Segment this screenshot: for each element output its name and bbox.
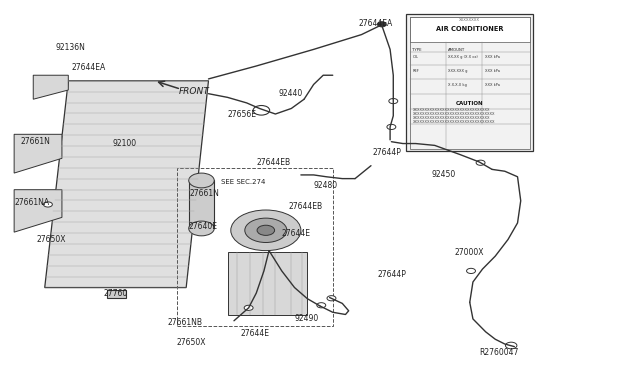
Text: 92490: 92490 bbox=[294, 314, 319, 323]
Text: 27644EB: 27644EB bbox=[288, 202, 323, 211]
Text: 27644E: 27644E bbox=[241, 329, 269, 338]
Text: 27644EA: 27644EA bbox=[72, 63, 106, 72]
Circle shape bbox=[189, 221, 214, 236]
Polygon shape bbox=[14, 134, 62, 173]
Text: 27650X: 27650X bbox=[177, 339, 206, 347]
Text: OIL: OIL bbox=[412, 55, 419, 59]
Polygon shape bbox=[14, 190, 62, 232]
Text: 92450: 92450 bbox=[431, 170, 456, 179]
Bar bbox=[177, 167, 333, 326]
Text: TYPE: TYPE bbox=[412, 48, 422, 52]
Text: 27644P: 27644P bbox=[378, 270, 406, 279]
Text: 27656E: 27656E bbox=[228, 109, 257, 119]
Text: 27644P: 27644P bbox=[372, 148, 401, 157]
Bar bbox=[410, 16, 530, 42]
Text: XXX kPa: XXX kPa bbox=[485, 69, 500, 73]
Circle shape bbox=[378, 22, 387, 27]
Bar bbox=[406, 14, 534, 151]
Text: 92480: 92480 bbox=[314, 182, 338, 190]
Text: 27644EB: 27644EB bbox=[256, 157, 291, 167]
Circle shape bbox=[257, 225, 275, 235]
Circle shape bbox=[231, 210, 301, 251]
Text: XXXXXXXXXXXXXXXXXXXXXXXXXXXXXXX: XXXXXXXXXXXXXXXXXXXXXXXXXXXXXXX bbox=[412, 116, 490, 120]
Text: XXX kPa: XXX kPa bbox=[485, 55, 500, 59]
Circle shape bbox=[389, 99, 397, 104]
Circle shape bbox=[467, 268, 476, 273]
Bar bbox=[410, 16, 530, 149]
Text: 27000X: 27000X bbox=[455, 248, 484, 257]
Text: SEE SEC.274: SEE SEC.274 bbox=[221, 179, 266, 185]
Text: AIR CONDITIONER: AIR CONDITIONER bbox=[436, 26, 504, 32]
Text: XXXXXXXX: XXXXXXXX bbox=[460, 18, 480, 22]
Text: 27661NB: 27661NB bbox=[167, 318, 202, 327]
Text: 27644E: 27644E bbox=[282, 230, 311, 238]
Text: 27760: 27760 bbox=[103, 289, 127, 298]
Bar bbox=[106, 290, 125, 298]
Text: 27640E: 27640E bbox=[188, 222, 217, 231]
Text: R2760047: R2760047 bbox=[479, 349, 518, 357]
Text: XXXXXXXXXXXXXXXXXXXXXXXXXXXXXXXXX: XXXXXXXXXXXXXXXXXXXXXXXXXXXXXXXXX bbox=[412, 120, 495, 124]
Text: AMOUNT: AMOUNT bbox=[448, 48, 465, 52]
Text: XXX-XXX g: XXX-XXX g bbox=[448, 69, 468, 73]
Circle shape bbox=[317, 303, 326, 308]
Text: XXX kPa: XXX kPa bbox=[485, 83, 500, 87]
Circle shape bbox=[506, 342, 517, 349]
Circle shape bbox=[476, 160, 485, 165]
Text: 92440: 92440 bbox=[278, 89, 303, 98]
Text: 92100: 92100 bbox=[113, 139, 137, 148]
Polygon shape bbox=[228, 253, 307, 315]
Text: XX-XX g (X.X oz): XX-XX g (X.X oz) bbox=[448, 55, 478, 59]
Circle shape bbox=[245, 218, 287, 243]
Polygon shape bbox=[33, 75, 68, 99]
Circle shape bbox=[44, 202, 52, 207]
Text: 27661N: 27661N bbox=[189, 189, 220, 198]
Text: REF: REF bbox=[412, 69, 419, 73]
Text: 27661NA: 27661NA bbox=[14, 198, 49, 207]
Polygon shape bbox=[45, 81, 209, 288]
Circle shape bbox=[244, 305, 253, 310]
Text: CAUTION: CAUTION bbox=[456, 101, 484, 106]
Circle shape bbox=[189, 173, 214, 188]
Text: XXXXXXXXXXXXXXXXXXXXXXXXXXXXXXXXX: XXXXXXXXXXXXXXXXXXXXXXXXXXXXXXXXX bbox=[412, 112, 495, 116]
Circle shape bbox=[406, 142, 415, 147]
Text: X.X-X.X kg: X.X-X.X kg bbox=[448, 83, 467, 87]
Circle shape bbox=[387, 124, 396, 129]
Text: FRONT: FRONT bbox=[179, 87, 209, 96]
Bar bbox=[189, 180, 214, 228]
Text: 27661N: 27661N bbox=[20, 137, 51, 146]
Text: XXXXXXXXXXXXXXXXXXXXXXXXXXXXXXX: XXXXXXXXXXXXXXXXXXXXXXXXXXXXXXX bbox=[412, 108, 490, 112]
Text: 27650X: 27650X bbox=[36, 235, 66, 244]
Text: 27644EA: 27644EA bbox=[358, 19, 392, 28]
Text: 92136N: 92136N bbox=[56, 43, 85, 52]
Circle shape bbox=[327, 296, 336, 301]
